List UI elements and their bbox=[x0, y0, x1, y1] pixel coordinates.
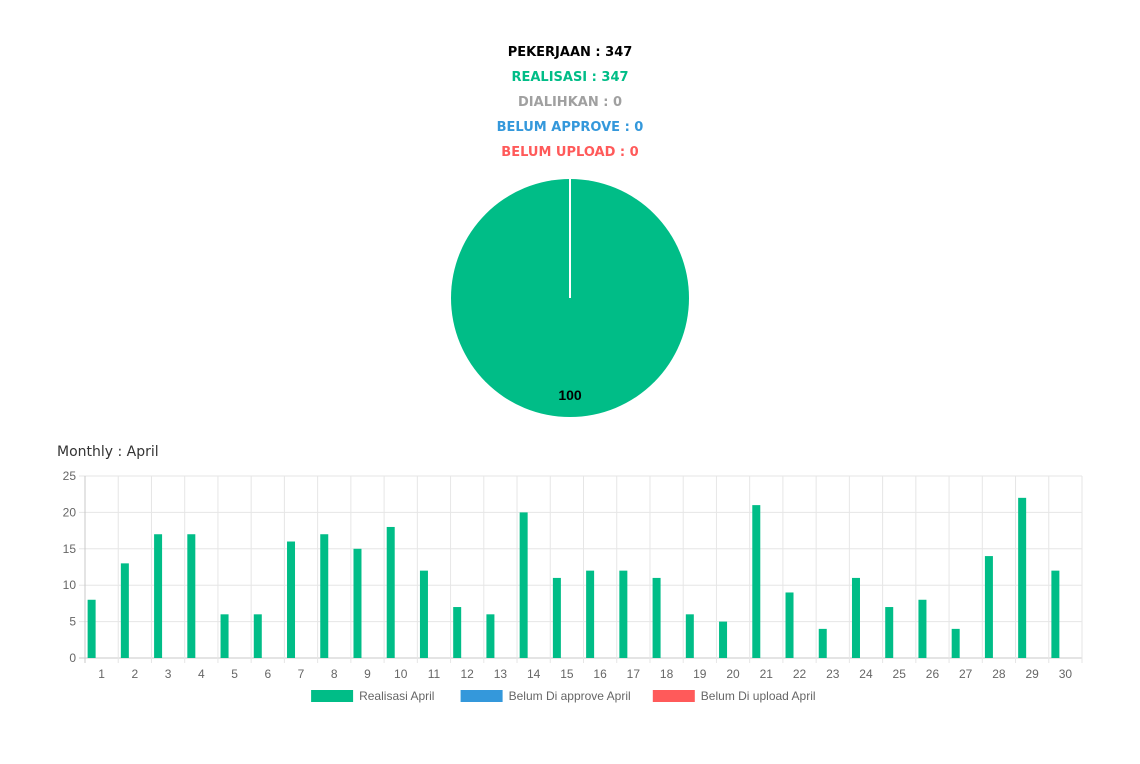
legend-swatch-2 bbox=[652, 690, 695, 702]
bar-0-16 bbox=[586, 570, 595, 658]
x-tick-label: 12 bbox=[461, 667, 475, 681]
stat-pekerjaan: PEKERJAAN : 347 bbox=[507, 45, 633, 60]
bar-0-13 bbox=[486, 614, 495, 658]
x-tick-label: 10 bbox=[394, 667, 408, 681]
x-tick-label: 15 bbox=[560, 667, 574, 681]
x-tick-label: 7 bbox=[298, 667, 305, 681]
bar-0-30 bbox=[1051, 570, 1060, 658]
bar-0-5 bbox=[220, 614, 229, 658]
y-tick-label: 0 bbox=[69, 651, 76, 665]
x-tick-label: 29 bbox=[1025, 667, 1039, 681]
x-tick-label: 20 bbox=[726, 667, 740, 681]
bar-0-22 bbox=[785, 592, 794, 658]
bar-0-6 bbox=[253, 614, 262, 658]
pie-data-label: 100 bbox=[558, 387, 582, 403]
stat-dialihkan: DIALIHKAN : 0 bbox=[518, 95, 622, 110]
stat-realisasi: REALISASI : 347 bbox=[511, 70, 629, 85]
bar-0-25 bbox=[885, 607, 894, 658]
pie-chart: 100 bbox=[451, 179, 689, 417]
x-tick-label: 19 bbox=[693, 667, 707, 681]
bar-0-19 bbox=[685, 614, 694, 658]
stat-belum-approve: BELUM APPROVE : 0 bbox=[496, 120, 644, 135]
x-tick-label: 2 bbox=[132, 667, 139, 681]
bar-0-28 bbox=[984, 556, 993, 658]
x-tick-label: 4 bbox=[198, 667, 205, 681]
bar-0-29 bbox=[1018, 497, 1027, 658]
x-tick-label: 22 bbox=[793, 667, 807, 681]
x-tick-label: 6 bbox=[264, 667, 271, 681]
x-tick-label: 9 bbox=[364, 667, 371, 681]
bar-0-2 bbox=[120, 563, 129, 658]
legend-swatch-0 bbox=[311, 690, 354, 702]
x-tick-label: 14 bbox=[527, 667, 541, 681]
legend-label-0: Realisasi April bbox=[359, 689, 434, 703]
bar-0-4 bbox=[187, 534, 196, 658]
x-tick-label: 25 bbox=[893, 667, 907, 681]
y-tick-label: 25 bbox=[63, 469, 77, 483]
bar-0-1 bbox=[87, 599, 96, 658]
bar-0-14 bbox=[519, 512, 528, 658]
x-tick-label: 18 bbox=[660, 667, 674, 681]
bar-0-12 bbox=[453, 607, 462, 658]
legend-label-2: Belum Di upload April bbox=[701, 689, 816, 703]
bar-0-9 bbox=[353, 548, 362, 658]
bar-0-24 bbox=[851, 577, 860, 658]
x-tick-label: 8 bbox=[331, 667, 338, 681]
x-tick-label: 16 bbox=[593, 667, 607, 681]
bar-chart-container: 0 5 10 15 20 25 1 2 3 4 5 6 7 8 9 10 11 12 13 14 15 16 17 18 19 2… bbox=[0, 462, 1140, 722]
y-tick-label: 10 bbox=[63, 578, 77, 592]
x-tick-label: 21 bbox=[760, 667, 774, 681]
y-tick-label: 15 bbox=[63, 542, 77, 556]
x-tick-label: 24 bbox=[859, 667, 873, 681]
x-tick-label: 3 bbox=[165, 667, 172, 681]
x-tick-label: 30 bbox=[1059, 667, 1073, 681]
stat-belum-upload: BELUM UPLOAD : 0 bbox=[501, 145, 639, 160]
x-tick-label: 27 bbox=[959, 667, 973, 681]
bar-0-15 bbox=[552, 577, 561, 658]
x-tick-label: 17 bbox=[627, 667, 641, 681]
bar-0-10 bbox=[386, 526, 395, 658]
summary-stats: PEKERJAAN : 347 REALISASI : 347 DIALIHKA… bbox=[0, 40, 1140, 165]
x-tick-label: 26 bbox=[926, 667, 940, 681]
legend-swatch-1 bbox=[460, 690, 503, 702]
bar-0-26 bbox=[918, 599, 927, 658]
x-tick-label: 23 bbox=[826, 667, 840, 681]
y-tick-label: 5 bbox=[69, 615, 76, 629]
legend-label-1: Belum Di approve April bbox=[509, 689, 631, 703]
x-tick-label: 11 bbox=[428, 667, 441, 681]
bar-0-21 bbox=[752, 505, 761, 658]
x-tick-label: 13 bbox=[494, 667, 508, 681]
bar-0-17 bbox=[619, 570, 628, 658]
bar-0-3 bbox=[154, 534, 163, 658]
bar-0-27 bbox=[951, 628, 960, 658]
bar-0-18 bbox=[652, 577, 661, 658]
pie-chart-container: 100 bbox=[450, 178, 690, 418]
y-tick-label: 20 bbox=[63, 505, 77, 519]
bar-0-7 bbox=[287, 541, 296, 658]
bar-0-11 bbox=[419, 570, 428, 658]
x-tick-label: 5 bbox=[231, 667, 238, 681]
bar-0-8 bbox=[320, 534, 329, 658]
x-tick-label: 1 bbox=[98, 667, 105, 681]
x-tick-label: 28 bbox=[992, 667, 1006, 681]
monthly-title: Monthly : April bbox=[57, 444, 159, 460]
bar-0-23 bbox=[818, 628, 827, 658]
bar-0-20 bbox=[719, 621, 728, 658]
